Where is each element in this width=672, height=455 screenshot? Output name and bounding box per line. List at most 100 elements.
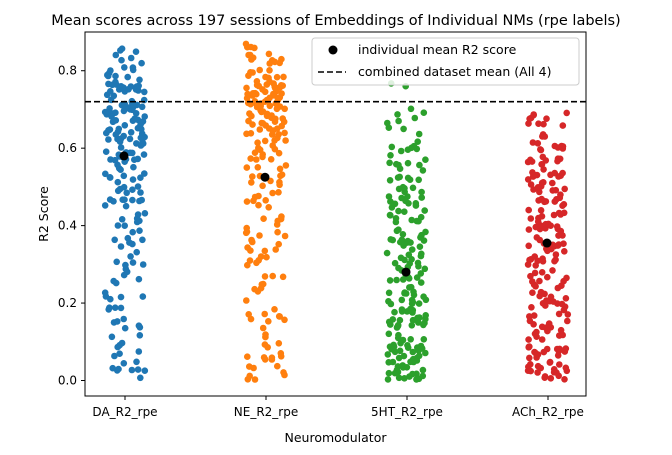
data-point	[261, 273, 269, 280]
data-point	[120, 172, 128, 180]
data-point	[419, 366, 427, 374]
data-point	[527, 361, 534, 368]
data-point	[247, 69, 254, 76]
data-point	[538, 195, 545, 203]
data-point	[116, 350, 123, 358]
data-point	[534, 257, 541, 265]
data-point	[383, 249, 391, 257]
y-tick-label: 0.4	[58, 219, 77, 233]
data-point	[396, 316, 404, 324]
data-point	[559, 143, 567, 150]
data-point	[526, 256, 533, 264]
data-point	[408, 144, 415, 152]
data-point	[275, 340, 283, 347]
data-point	[139, 236, 146, 244]
data-point	[541, 290, 548, 298]
data-point	[261, 341, 269, 348]
data-point	[133, 248, 140, 256]
data-point	[245, 51, 252, 59]
data-point	[536, 277, 543, 285]
data-point	[394, 321, 402, 329]
x-tick-label: 5HT_R2_rpe	[371, 405, 443, 419]
data-point	[418, 194, 426, 201]
data-point	[528, 304, 535, 311]
data-point	[401, 208, 408, 215]
data-point	[277, 350, 285, 357]
data-point	[121, 222, 128, 229]
data-point	[141, 367, 149, 375]
data-point	[534, 140, 542, 147]
data-point	[386, 177, 394, 184]
data-point	[265, 125, 273, 132]
data-point	[251, 98, 259, 105]
data-point	[281, 232, 289, 240]
data-point	[280, 73, 287, 81]
data-point	[560, 306, 568, 314]
data-point	[416, 243, 424, 250]
data-point	[266, 102, 274, 110]
data-point	[121, 324, 129, 332]
data-point	[245, 311, 252, 318]
data-point	[114, 222, 122, 229]
data-point	[411, 114, 419, 122]
data-point	[397, 339, 404, 347]
data-point	[415, 176, 423, 184]
data-point	[399, 362, 407, 369]
data-point	[119, 196, 126, 203]
data-point	[529, 289, 536, 297]
data-point	[124, 234, 132, 242]
data-point	[139, 261, 147, 268]
data-point	[255, 82, 263, 90]
data-point	[420, 109, 428, 116]
data-point	[385, 124, 393, 131]
data-point	[101, 108, 109, 116]
data-point	[409, 184, 417, 192]
data-point	[404, 159, 412, 167]
data-point	[275, 189, 282, 196]
data-point	[127, 83, 135, 90]
data-point	[102, 170, 109, 178]
data-point	[561, 248, 568, 255]
data-point	[387, 152, 394, 159]
data-point	[130, 103, 137, 110]
data-point	[133, 358, 140, 366]
data-point	[414, 259, 422, 267]
data-point	[259, 324, 267, 332]
data-point	[259, 182, 266, 190]
data-point	[109, 364, 116, 372]
data-point	[384, 376, 392, 383]
data-point	[268, 112, 275, 119]
data-point	[243, 164, 251, 171]
data-point	[278, 55, 285, 63]
data-point	[106, 174, 114, 181]
data-point	[407, 336, 415, 343]
data-point	[105, 127, 112, 134]
mean-marker	[401, 267, 411, 277]
data-point	[105, 306, 112, 313]
data-point	[267, 156, 275, 163]
data-point	[268, 354, 276, 362]
data-point	[543, 345, 551, 353]
data-point	[405, 275, 413, 282]
data-point	[393, 160, 400, 168]
data-point	[117, 243, 125, 250]
data-point	[564, 311, 572, 318]
data-point	[119, 84, 126, 91]
data-point	[129, 259, 137, 266]
data-point	[537, 146, 544, 153]
data-point	[136, 227, 143, 234]
data-point	[281, 316, 288, 324]
data-point	[539, 153, 547, 161]
data-point	[543, 115, 550, 122]
data-point	[121, 105, 129, 113]
data-point	[416, 161, 423, 169]
data-point	[133, 140, 140, 147]
data-point	[420, 293, 427, 301]
data-point	[555, 372, 562, 380]
data-point	[275, 240, 283, 248]
data-point	[422, 312, 430, 319]
data-point	[108, 113, 115, 120]
data-point	[525, 336, 532, 343]
legend-box	[311, 37, 580, 86]
data-point	[530, 312, 538, 319]
